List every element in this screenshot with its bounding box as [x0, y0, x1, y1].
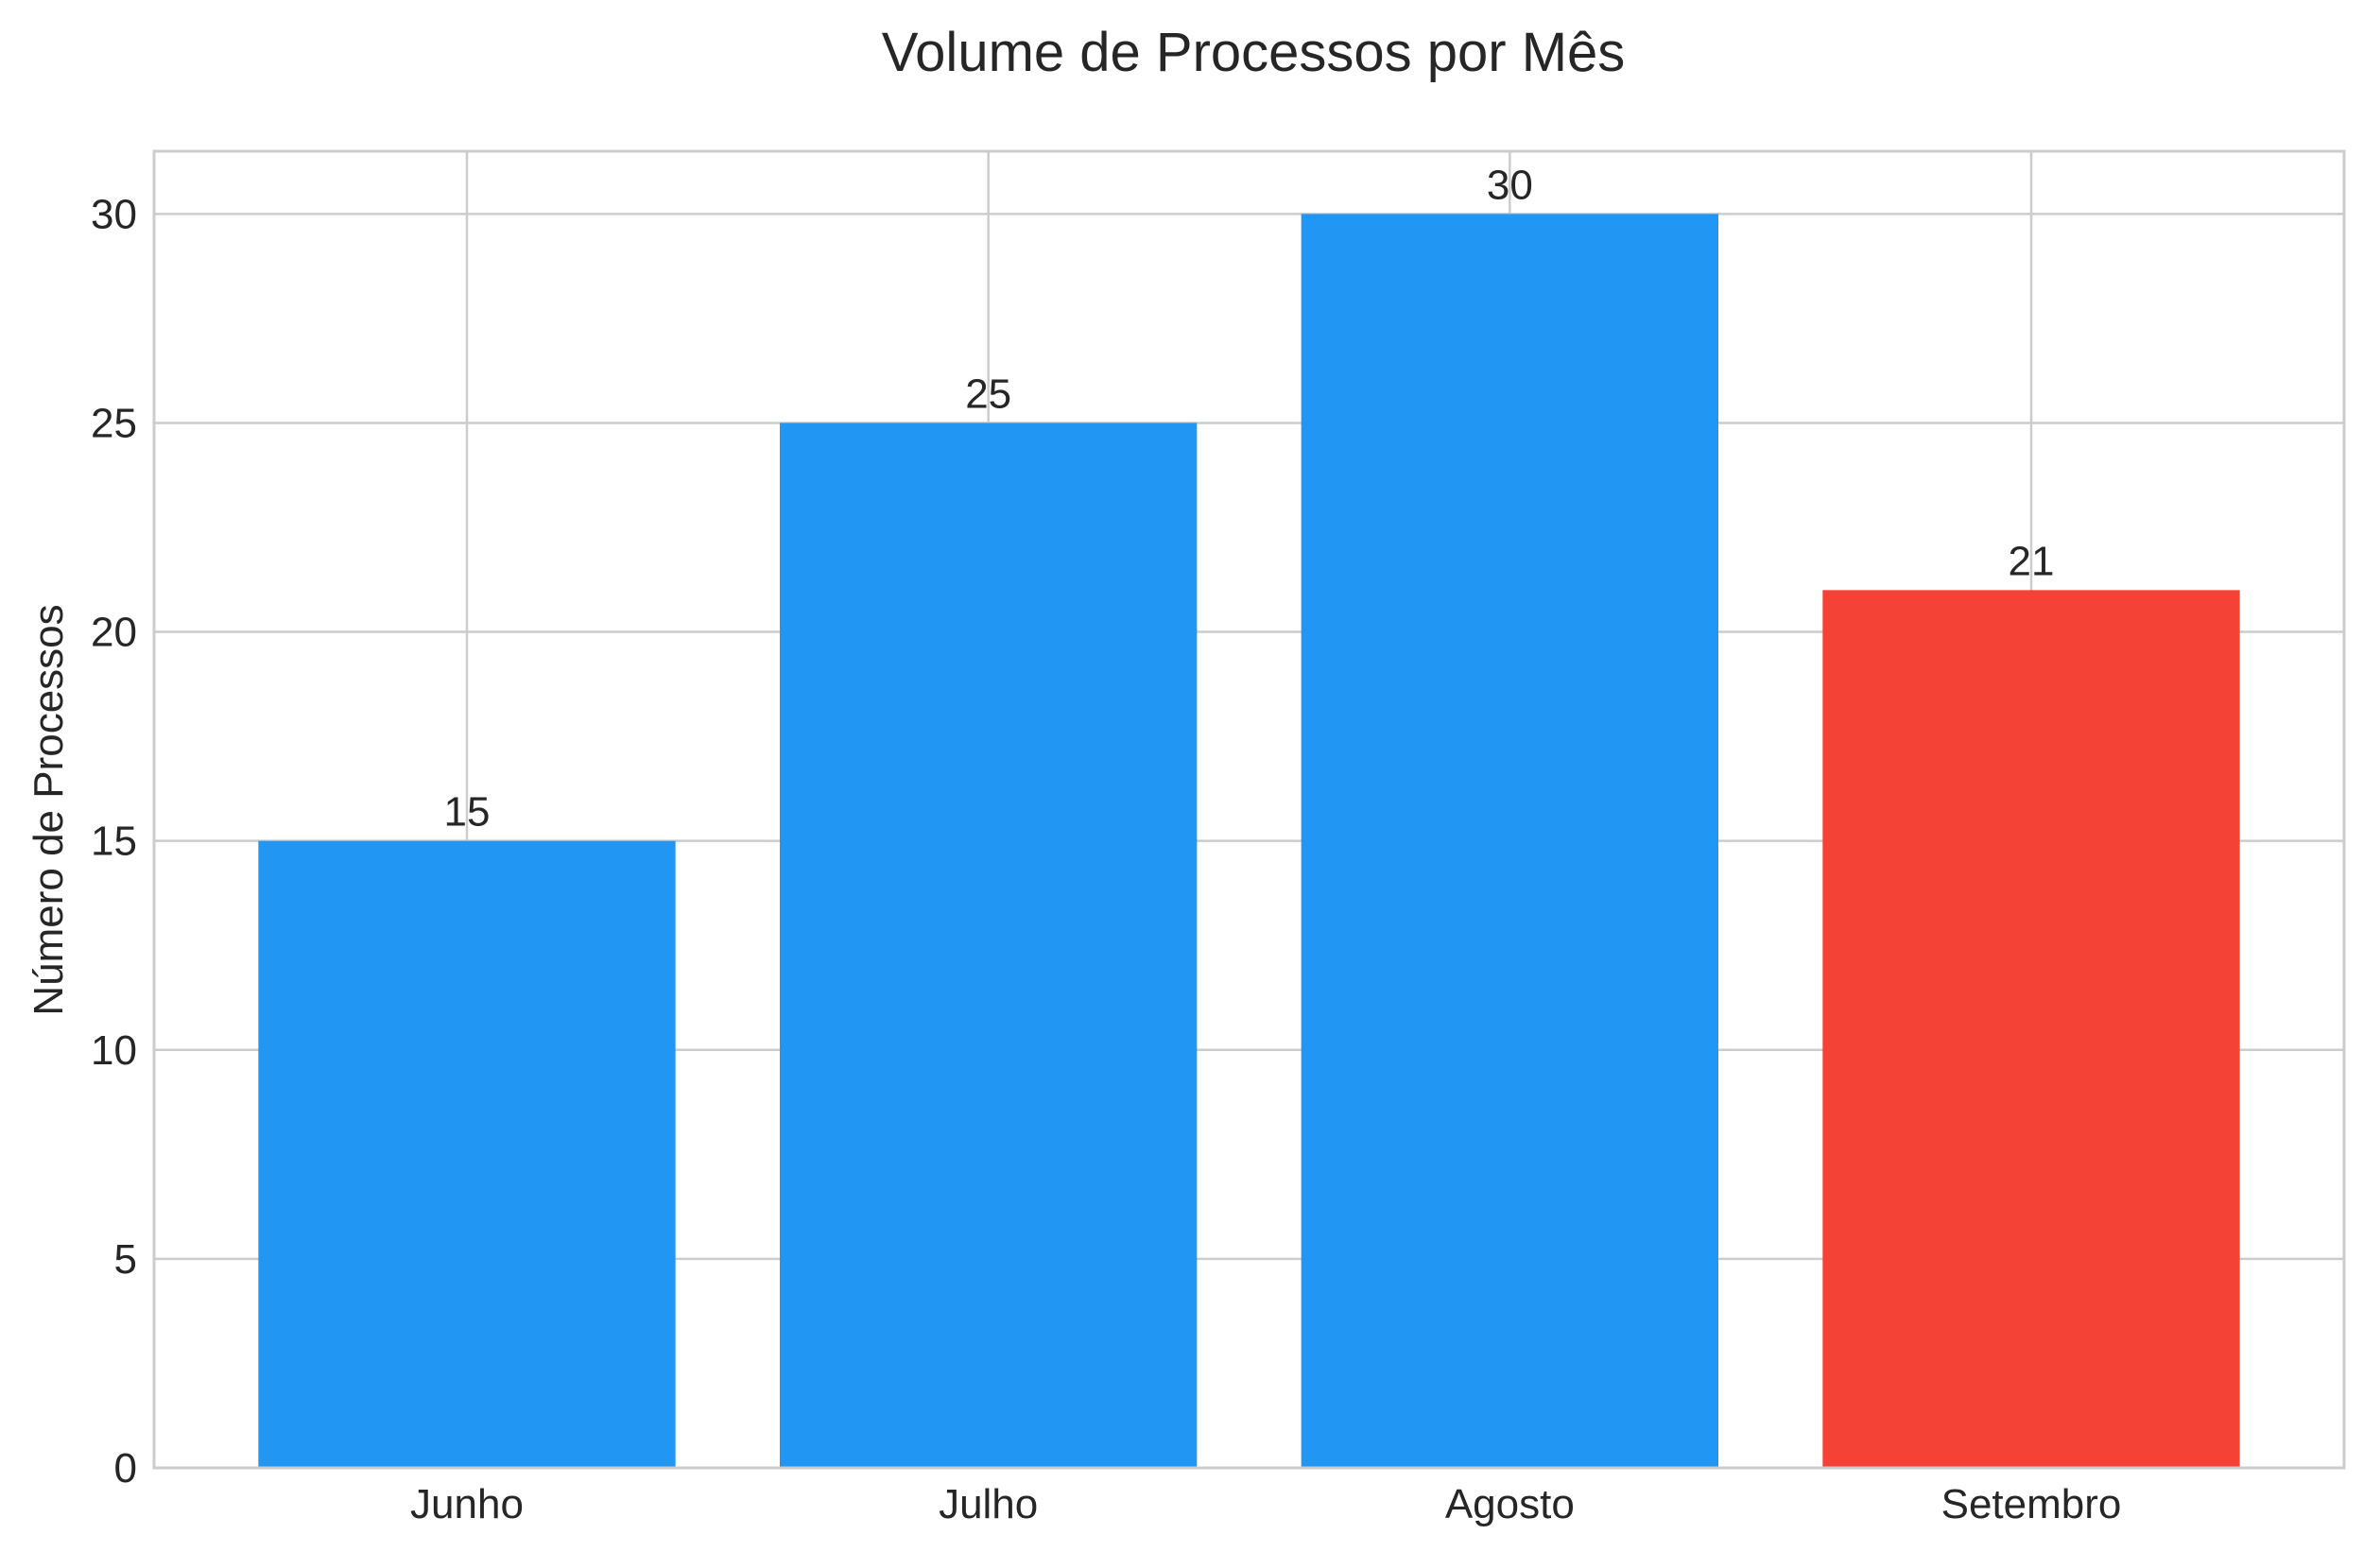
x-tick-label: Agosto: [1445, 1481, 1575, 1527]
y-tick-label: 5: [114, 1236, 137, 1283]
data-label: 25: [965, 371, 1011, 417]
bar-julho: [780, 422, 1198, 1468]
data-label: 15: [444, 789, 491, 836]
data-label: 30: [1487, 162, 1533, 208]
x-tick-label: Julho: [939, 1481, 1038, 1527]
y-tick-label: 25: [91, 400, 137, 446]
bar-agosto: [1301, 214, 1718, 1468]
x-tick-label: Setembro: [1941, 1481, 2122, 1527]
plot-area: 0 5 10 15 20 25 30 15 25 30 21 Junho Julho Agosto Sete…: [91, 149, 2346, 1527]
y-tick-label: 10: [91, 1027, 137, 1074]
y-tick-label: 0: [114, 1445, 137, 1492]
data-label: 21: [2009, 538, 2055, 584]
y-tick-label: 20: [91, 610, 137, 656]
chart-title: Volume de Processos por Mês: [882, 22, 1626, 83]
x-tick-label: Junho: [410, 1481, 524, 1527]
axes-frame: [152, 149, 2346, 1470]
bar-junho: [258, 840, 676, 1468]
y-tick-label: 30: [91, 191, 137, 237]
y-axis-label: Número de Processos: [26, 604, 72, 1015]
y-tick-label: 15: [91, 819, 137, 865]
bar-setembro: [1822, 590, 2240, 1468]
